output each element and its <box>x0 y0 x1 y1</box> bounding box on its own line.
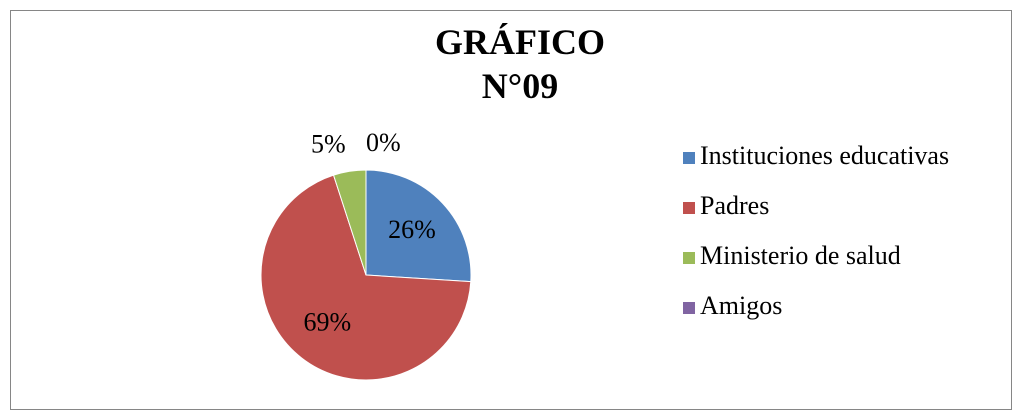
legend-label: Amigos <box>700 291 782 320</box>
legend-label: Ministerio de salud <box>700 241 901 270</box>
legend-swatch <box>683 152 695 164</box>
legend-label: Padres <box>700 191 769 220</box>
chart-title: GRÁFICO N°09 <box>435 22 605 106</box>
pie-slice <box>332 169 367 276</box>
legend-swatch <box>683 302 695 314</box>
data-label: 69% <box>304 308 352 337</box>
legend-swatch <box>683 252 695 264</box>
pie-slice <box>365 169 472 283</box>
legend-label: Instituciones educativas <box>700 141 949 170</box>
data-label: 0% <box>366 128 401 157</box>
chart-border <box>10 10 1012 410</box>
data-label: 5% <box>311 130 346 159</box>
data-label: 26% <box>388 215 436 244</box>
legend-swatch <box>683 202 695 214</box>
pie-slice <box>260 174 472 381</box>
